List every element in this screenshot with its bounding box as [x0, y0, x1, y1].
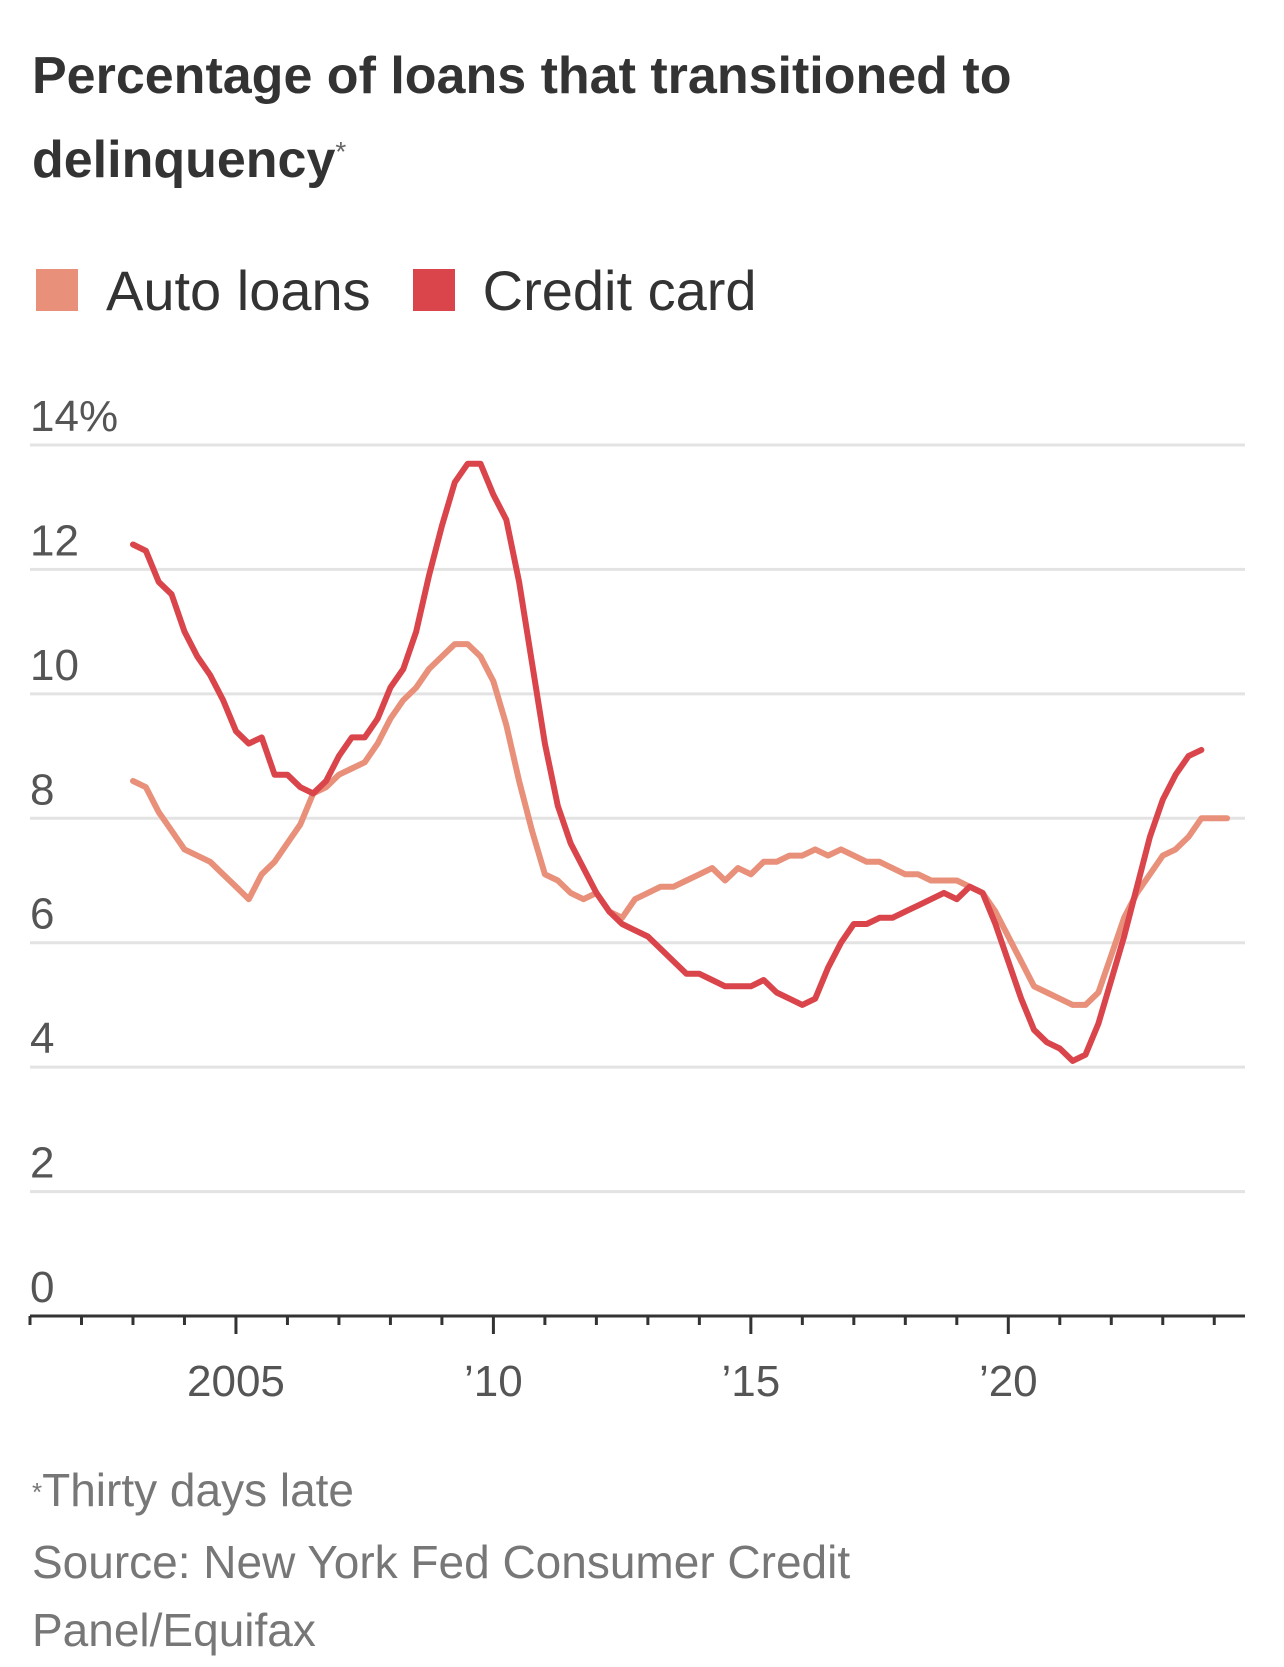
- x-tick-label-2010: ’10: [464, 1357, 523, 1406]
- line-chart: 14% 12 10 8 6 4 2 0 2005 ’10 ’15 ’20: [28, 392, 1245, 1406]
- y-tick-label-14: 14%: [30, 392, 118, 441]
- legend-label-auto-loans: Auto loans: [106, 258, 371, 322]
- chart-title-text: Percentage of loans that transitioned to…: [32, 47, 1012, 189]
- legend-item-credit-card: Credit card: [412, 258, 757, 323]
- x-tick-label-2015: ’15: [721, 1357, 780, 1406]
- y-tick-label-12: 12: [30, 516, 79, 565]
- legend-swatch-credit-card: [412, 269, 455, 311]
- y-tick-label-0: 0: [30, 1263, 54, 1312]
- footnote: *Thirty days late: [32, 1455, 1232, 1525]
- y-tick-label-8: 8: [30, 765, 54, 814]
- legend-item-auto-loans: Auto loans: [36, 258, 371, 323]
- legend-label-credit-card: Credit card: [482, 258, 757, 322]
- y-tick-label-4: 4: [30, 1014, 54, 1063]
- title-footnote-marker: *: [335, 136, 347, 167]
- y-tick-label-10: 10: [30, 641, 79, 690]
- series-line-auto-loans: [130, 641, 1231, 1008]
- chart-title: Percentage of loans that transitioned to…: [32, 34, 1212, 202]
- series-line-credit-card: [130, 460, 1205, 1064]
- source-note: Source: New York Fed Consumer Credit Pan…: [32, 1536, 851, 1656]
- y-tick-label-2: 2: [30, 1139, 54, 1188]
- x-tick-label-2005: 2005: [187, 1357, 285, 1406]
- y-tick-label-6: 6: [30, 890, 54, 939]
- x-tick-label-2020: ’20: [979, 1357, 1038, 1406]
- footnote-marker: *: [32, 1477, 43, 1507]
- footnote-text: Thirty days late: [42, 1464, 355, 1516]
- chart-legend: Auto loans Credit card: [36, 250, 799, 330]
- legend-swatch-auto-loans: [36, 269, 78, 311]
